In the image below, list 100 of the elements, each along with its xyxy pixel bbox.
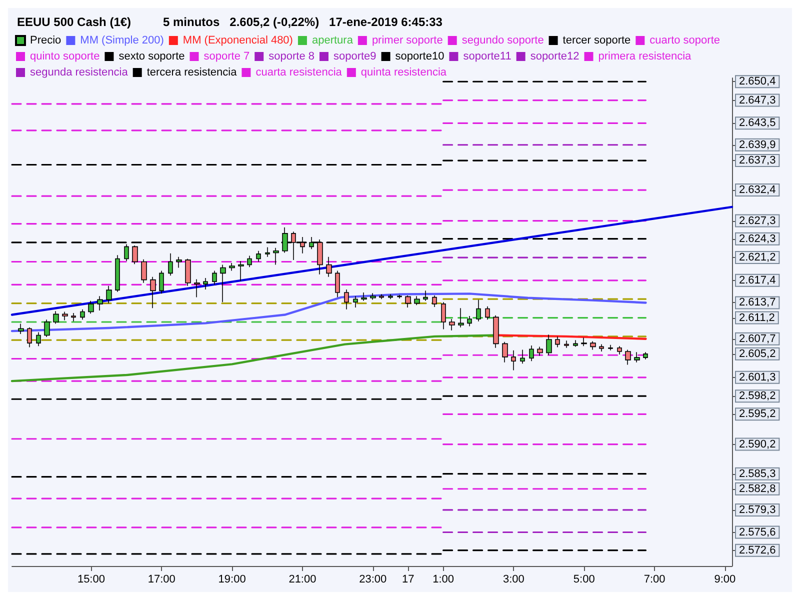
y-tick-label: 2.627,3: [739, 214, 776, 227]
candlestick: [397, 294, 402, 299]
candlestick: [115, 254, 120, 292]
candlestick: [247, 255, 252, 268]
candlestick: [361, 292, 367, 302]
y-tick-label: 2.650,4: [739, 76, 776, 88]
candlestick: [80, 308, 85, 320]
x-tick-label: 17:00: [148, 574, 176, 586]
legend-label: quinto soporte: [30, 50, 100, 62]
candlestick: [388, 294, 393, 300]
candlestick: [599, 344, 604, 352]
candlestick: [485, 306, 490, 320]
legend-label: soporte10: [395, 50, 444, 62]
legend-label: soporte9: [333, 50, 376, 62]
candlestick: [88, 300, 94, 314]
legend-label: tercer soporte: [562, 34, 631, 46]
candlestick: [97, 296, 103, 311]
y-tick-label: 2.621,2: [739, 252, 776, 264]
y-tick-label: 2.632,4: [739, 184, 776, 196]
candlestick: [520, 349, 525, 364]
y-tick-label: 2.607,7: [739, 332, 776, 345]
candlestick: [432, 295, 437, 308]
y-tick-label: 2.595,2: [739, 408, 776, 420]
candlestick: [335, 270, 340, 298]
y-tick-label: 2.611,2: [739, 312, 775, 324]
x-tick-label: 3:00: [503, 574, 524, 586]
candlestick: [141, 258, 147, 284]
x-tick-label: 15:00: [77, 574, 105, 586]
candlestick: [176, 256, 182, 268]
legend-label: MM (Exponencial 480): [182, 34, 293, 46]
candlestick: [537, 346, 543, 356]
candlestick: [265, 246, 270, 258]
legend-label: cuarto soporte: [650, 34, 720, 46]
y-tick-label: 2.624,3: [739, 232, 776, 245]
y-tick-label: 2.598,2: [739, 390, 776, 402]
candlestick: [62, 311, 68, 321]
y-tick-label: 2.601,3: [739, 371, 776, 384]
legend-label: segundo soporte: [462, 34, 544, 46]
candlestick: [405, 295, 411, 308]
candlestick: [546, 334, 552, 356]
candlestick: [634, 352, 640, 363]
candlestick: [344, 289, 349, 310]
line-series: [10, 292, 647, 332]
legend-label: tercera resistencia: [146, 66, 238, 78]
x-tick-label: 17: [402, 574, 414, 586]
y-tick-label: 2.637,3: [739, 154, 776, 167]
candlestick: [71, 312, 76, 322]
candlestick: [581, 337, 587, 346]
candlestick: [150, 276, 156, 309]
legend-label: soporte 7: [204, 50, 250, 62]
candlestick: [379, 294, 384, 300]
y-tick-label: 2.585,3: [739, 468, 776, 480]
candlestick: [229, 262, 235, 272]
legend-label: quinta resistencia: [360, 66, 448, 78]
chart-title: EEUU 500 Cash (1€): [17, 15, 132, 29]
candlestick: [625, 349, 631, 366]
candlestick: [159, 270, 164, 294]
y-tick-label: 2.613,7: [739, 296, 776, 309]
candlestick: [511, 350, 516, 371]
candlestick: [212, 270, 217, 286]
candlestick: [555, 336, 560, 348]
candlestick: [573, 340, 578, 348]
y-tick-label: 2.582,8: [739, 482, 776, 495]
candlestick: [353, 296, 358, 308]
x-tick-label: 21:00: [288, 574, 316, 586]
candlestick: [326, 256, 332, 278]
candlestick: [185, 258, 191, 286]
candlestick: [414, 296, 420, 306]
chart-subtitle: 5 minutos 2.605,2 (-0,22%) 17-ene-2019 6:45:33: [163, 15, 443, 29]
y-tick-label: 2.590,2: [739, 438, 776, 450]
candlestick: [502, 341, 508, 363]
candlestick: [36, 332, 41, 346]
candlestick: [608, 344, 613, 351]
y-tick-label: 2.572,6: [739, 544, 776, 556]
legend-label: segunda resistencia: [30, 66, 129, 78]
x-tick-label: 7:00: [644, 574, 666, 586]
candlestick: [617, 346, 622, 355]
candlestick: [529, 345, 534, 362]
x-tick-label: 1:00: [432, 574, 454, 586]
candlestick: [238, 260, 244, 282]
candlestick: [220, 264, 226, 303]
legend-label: MM (Simple 200): [80, 34, 164, 46]
y-tick-label: 2.647,3: [739, 94, 776, 106]
y-tick-label: 2.605,2: [739, 348, 776, 360]
candlestick: [106, 285, 112, 304]
legend-label: apertura: [312, 34, 354, 46]
x-tick-label: 23:00: [359, 574, 387, 586]
candlestick: [423, 290, 428, 302]
candlestick: [203, 278, 208, 290]
candlestick: [194, 278, 200, 298]
x-tick-label: 9:00: [714, 574, 736, 586]
legend-label: soporte12: [530, 50, 580, 62]
candlestick: [27, 327, 32, 348]
candlestick: [132, 245, 138, 265]
y-tick-label: 2.639,9: [739, 138, 776, 151]
candlestick: [273, 247, 279, 266]
legend-label: primera resistencia: [598, 50, 692, 62]
legend-label: soporte 8: [268, 50, 314, 62]
legend-label: Precio: [30, 34, 62, 46]
candlestick: [441, 302, 446, 330]
